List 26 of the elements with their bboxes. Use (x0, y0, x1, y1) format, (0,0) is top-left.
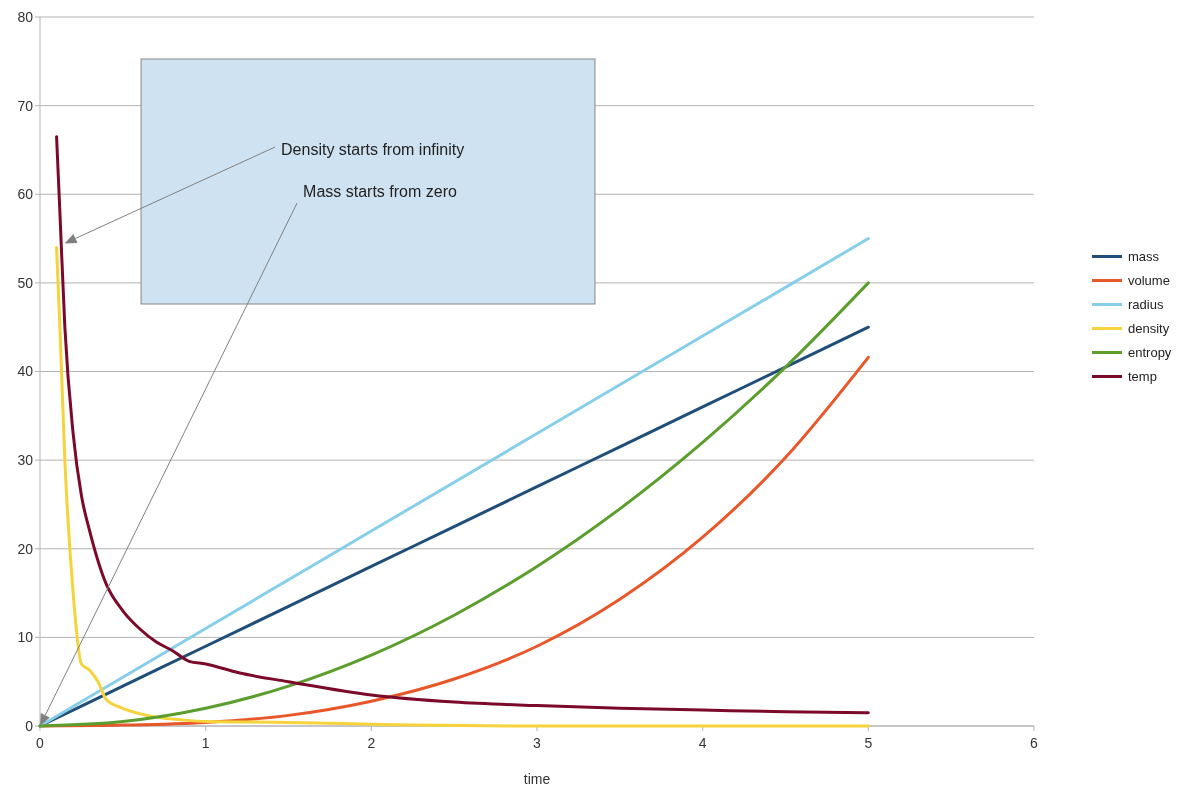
x-tick-label: 6 (1030, 735, 1039, 751)
y-tick-label: 50 (17, 274, 34, 291)
y-tick-label: 20 (17, 540, 34, 557)
legend-label: entropy (1128, 345, 1172, 361)
y-tick-label: 30 (17, 452, 34, 469)
x-tick-label: 1 (201, 735, 210, 751)
x-tick-label: 4 (698, 735, 707, 751)
x-tick-label: 3 (533, 735, 542, 751)
legend-label: radius (1128, 297, 1164, 313)
legend-label: temp (1128, 369, 1157, 385)
x-tick-label: 2 (367, 735, 376, 751)
line-series (55, 135, 870, 715)
legend-label: mass (1128, 249, 1160, 265)
legend-label: density (1128, 321, 1170, 337)
y-tick-label: 10 (17, 629, 34, 646)
y-tick-label: 80 (17, 8, 34, 25)
annotation: Mass starts from zero (303, 182, 457, 200)
y-tick-label: 0 (25, 717, 34, 734)
legend-label: volume (1128, 273, 1170, 289)
y-tick-label: 60 (17, 186, 34, 203)
y-tick-label: 70 (17, 97, 34, 114)
annotation: Density starts from infinity (281, 140, 465, 158)
x-axis-title: time (523, 771, 551, 787)
x-tick-label: 5 (864, 735, 873, 751)
x-tick-label: 0 (36, 735, 45, 751)
y-tick-label: 40 (17, 363, 34, 380)
